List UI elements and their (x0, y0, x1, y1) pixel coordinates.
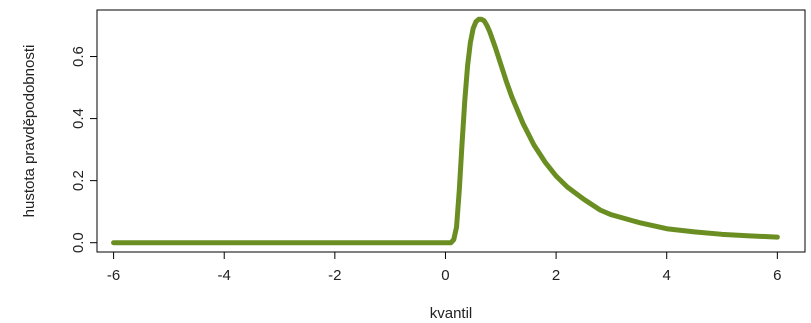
x-tick-label: 4 (663, 267, 671, 284)
series-layer (111, 16, 780, 246)
x-tick-label: -4 (218, 267, 231, 284)
x-tick-label: 2 (552, 267, 560, 284)
x-axis: -6 -4 -2 0 2 4 6 (107, 251, 782, 284)
y-tick-label: 0.6 (70, 46, 87, 67)
y-axis-title: hustota pravděpodobnosti (21, 45, 38, 218)
density-line (111, 16, 780, 246)
x-tick-label: 6 (773, 267, 781, 284)
y-tick-label: 0.2 (70, 170, 87, 191)
x-tick-label: -2 (328, 267, 341, 284)
plot-frame (96, 9, 806, 253)
x-axis-title: kvantil (430, 305, 473, 322)
y-tick-label: 0.4 (70, 108, 87, 129)
y-tick-label: 0.0 (70, 232, 87, 253)
x-tick-label: 0 (441, 267, 449, 284)
y-axis: 0.0 0.2 0.4 0.6 (70, 46, 97, 253)
x-tick-label: -6 (107, 267, 120, 284)
